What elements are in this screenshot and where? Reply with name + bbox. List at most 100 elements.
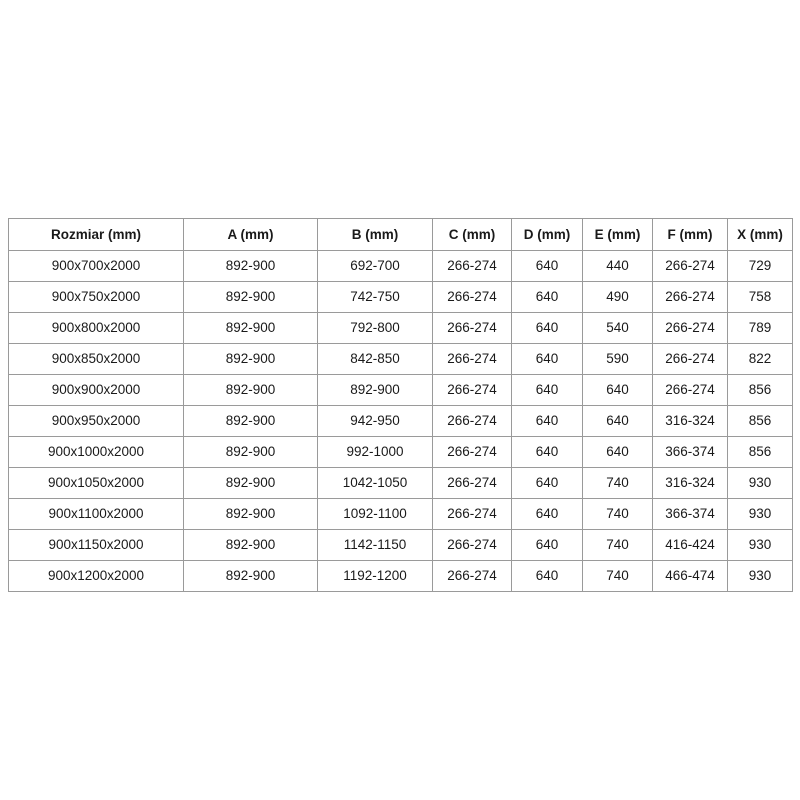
cell-value: 740 — [582, 560, 653, 592]
cell-size: 900x1050x2000 — [8, 467, 184, 499]
table-row: 900x750x2000 892-900 742-750 266-274 640 490 2… — [8, 281, 793, 313]
cell-value: 266-274 — [432, 436, 512, 468]
cell-value: 640 — [582, 374, 653, 406]
cell-value: 942-950 — [317, 405, 433, 437]
table-row: 900x1200x2000 892-900 1192-1200 266-274 640 7… — [8, 560, 793, 592]
cell-size: 900x1200x2000 — [8, 560, 184, 592]
table-row: 900x900x2000 892-900 892-900 266-274 640 640 2… — [8, 374, 793, 406]
cell-value: 892-900 — [183, 374, 318, 406]
cell-value: 892-900 — [183, 529, 318, 561]
cell-value: 266-274 — [432, 250, 512, 282]
cell-value: 892-900 — [183, 467, 318, 499]
table-header: Rozmiar (mm) A (mm) B (mm) C (mm) D (mm)… — [8, 218, 793, 251]
cell-size: 900x900x2000 — [8, 374, 184, 406]
cell-value: 789 — [727, 312, 793, 344]
cell-value: 266-274 — [432, 467, 512, 499]
cell-value: 640 — [511, 436, 583, 468]
table-header-row: Rozmiar (mm) A (mm) B (mm) C (mm) D (mm)… — [8, 218, 793, 251]
cell-value: 792-800 — [317, 312, 433, 344]
cell-value: 692-700 — [317, 250, 433, 282]
cell-value: 1042-1050 — [317, 467, 433, 499]
cell-value: 640 — [511, 281, 583, 313]
cell-value: 490 — [582, 281, 653, 313]
cell-value: 856 — [727, 374, 793, 406]
cell-value: 930 — [727, 529, 793, 561]
cell-value: 892-900 — [183, 281, 318, 313]
cell-value: 590 — [582, 343, 653, 375]
cell-value: 266-274 — [652, 374, 728, 406]
cell-value: 540 — [582, 312, 653, 344]
cell-value: 856 — [727, 436, 793, 468]
cell-value: 892-900 — [183, 405, 318, 437]
cell-value: 758 — [727, 281, 793, 313]
cell-value: 856 — [727, 405, 793, 437]
table-body: 900x700x2000 892-900 692-700 266-274 640 440 2… — [8, 250, 793, 592]
cell-value: 640 — [511, 467, 583, 499]
cell-size: 900x800x2000 — [8, 312, 184, 344]
cell-value: 266-274 — [432, 405, 512, 437]
cell-value: 266-274 — [432, 529, 512, 561]
cell-value: 266-274 — [432, 560, 512, 592]
cell-value: 930 — [727, 498, 793, 530]
cell-value: 640 — [582, 405, 653, 437]
table-row: 900x1050x2000 892-900 1042-1050 266-274 640 7… — [8, 467, 793, 499]
cell-value: 640 — [582, 436, 653, 468]
cell-value: 892-900 — [183, 343, 318, 375]
cell-size: 900x850x2000 — [8, 343, 184, 375]
cell-value: 640 — [511, 560, 583, 592]
cell-value: 930 — [727, 467, 793, 499]
cell-size: 900x1000x2000 — [8, 436, 184, 468]
table-row: 900x1000x2000 892-900 992-1000 266-274 640 64… — [8, 436, 793, 468]
cell-value: 366-374 — [652, 498, 728, 530]
cell-value: 640 — [511, 343, 583, 375]
column-header-d: D (mm) — [511, 218, 583, 251]
table-row: 900x950x2000 892-900 942-950 266-274 640 640 3… — [8, 405, 793, 437]
cell-value: 640 — [511, 374, 583, 406]
cell-value: 316-324 — [652, 405, 728, 437]
dimension-spec-table: Rozmiar (mm) A (mm) B (mm) C (mm) D (mm)… — [8, 218, 793, 592]
cell-value: 440 — [582, 250, 653, 282]
cell-value: 266-274 — [432, 312, 512, 344]
cell-value: 266-274 — [652, 343, 728, 375]
table-row: 900x800x2000 892-900 792-800 266-274 640 540 2… — [8, 312, 793, 344]
table-row: 900x1100x2000 892-900 1092-1100 266-274 640 7… — [8, 498, 793, 530]
cell-value: 740 — [582, 498, 653, 530]
cell-value: 1192-1200 — [317, 560, 433, 592]
dimension-spec-table-container: Rozmiar (mm) A (mm) B (mm) C (mm) D (mm)… — [8, 218, 793, 592]
column-header-e: E (mm) — [582, 218, 653, 251]
cell-value: 822 — [727, 343, 793, 375]
cell-value: 892-900 — [183, 560, 318, 592]
cell-value: 316-324 — [652, 467, 728, 499]
cell-value: 266-274 — [652, 281, 728, 313]
cell-value: 266-274 — [432, 343, 512, 375]
table-row: 900x850x2000 892-900 842-850 266-274 640 590 2… — [8, 343, 793, 375]
column-header-c: C (mm) — [432, 218, 512, 251]
cell-value: 366-374 — [652, 436, 728, 468]
cell-value: 640 — [511, 405, 583, 437]
cell-value: 640 — [511, 529, 583, 561]
cell-value: 892-900 — [183, 498, 318, 530]
cell-size: 900x950x2000 — [8, 405, 184, 437]
cell-value: 466-474 — [652, 560, 728, 592]
column-header-a: A (mm) — [183, 218, 318, 251]
cell-value: 992-1000 — [317, 436, 433, 468]
cell-value: 842-850 — [317, 343, 433, 375]
table-row: 900x700x2000 892-900 692-700 266-274 640 440 2… — [8, 250, 793, 282]
cell-size: 900x750x2000 — [8, 281, 184, 313]
cell-value: 266-274 — [652, 312, 728, 344]
cell-value: 892-900 — [183, 312, 318, 344]
cell-value: 740 — [582, 467, 653, 499]
column-header-x: X (mm) — [727, 218, 793, 251]
cell-value: 640 — [511, 312, 583, 344]
cell-value: 740 — [582, 529, 653, 561]
cell-value: 729 — [727, 250, 793, 282]
cell-value: 1142-1150 — [317, 529, 433, 561]
cell-value: 892-900 — [183, 436, 318, 468]
cell-value: 640 — [511, 498, 583, 530]
cell-value: 930 — [727, 560, 793, 592]
cell-size: 900x1150x2000 — [8, 529, 184, 561]
cell-value: 266-274 — [432, 374, 512, 406]
cell-value: 1092-1100 — [317, 498, 433, 530]
cell-value: 266-274 — [432, 498, 512, 530]
